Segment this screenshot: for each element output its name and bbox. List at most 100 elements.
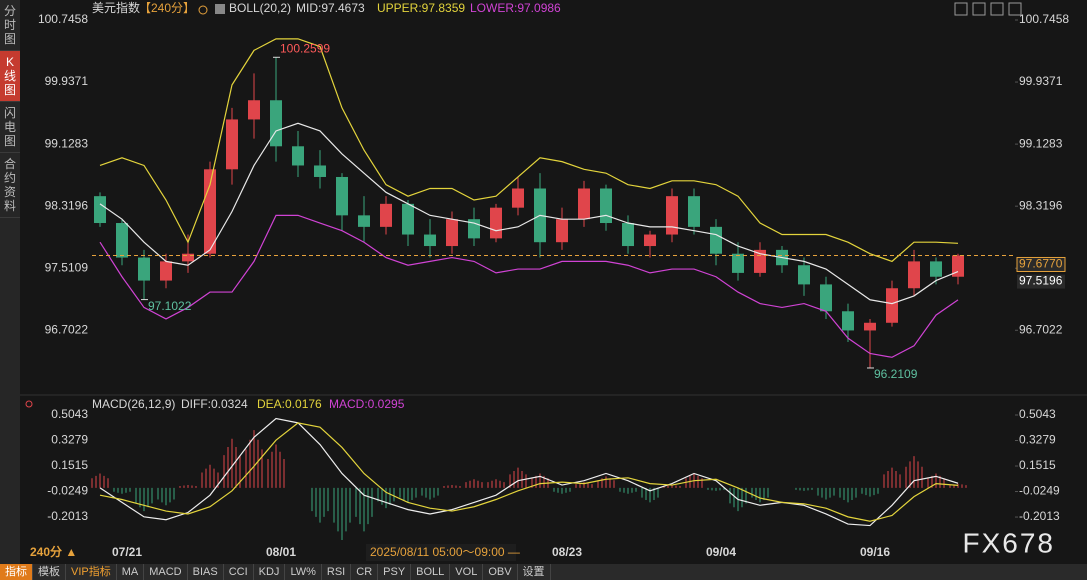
- candle-body: [446, 219, 458, 247]
- y-tick-label: 100.7458: [38, 12, 88, 26]
- toolbar-button[interactable]: OBV: [483, 564, 518, 580]
- x-tick-label: 09/16: [860, 545, 890, 559]
- y-tick-label-right: -0.0249: [1019, 484, 1060, 498]
- candle-body: [842, 311, 854, 331]
- sidebar-tab[interactable]: 闪电图: [0, 102, 20, 153]
- toolbar-button[interactable]: CCI: [224, 564, 254, 580]
- window-icons[interactable]: [954, 2, 1022, 16]
- y-tick-label-right: 99.1283: [1019, 136, 1063, 150]
- toolbar-button[interactable]: 模板: [33, 564, 66, 580]
- diff-line: [99, 417, 959, 527]
- toolbar-button[interactable]: CR: [351, 564, 379, 580]
- indicator-icon[interactable]: [215, 4, 225, 14]
- candle-body: [292, 146, 304, 166]
- toolbar-button[interactable]: MACD: [144, 564, 188, 580]
- candle-body: [358, 215, 370, 227]
- candle-body: [248, 100, 260, 120]
- boll-line: [99, 38, 959, 263]
- x-tick-label: 07/21: [112, 545, 142, 559]
- candle-body: [94, 196, 106, 224]
- toolbar-button[interactable]: BIAS: [188, 564, 224, 580]
- watermark: FX678: [963, 527, 1056, 558]
- sidebar-tab[interactable]: 分时图: [0, 0, 20, 51]
- toolbar-button[interactable]: MA: [117, 564, 145, 580]
- candle-body: [270, 100, 282, 147]
- toolbar-button[interactable]: PSY: [378, 564, 412, 580]
- chart: 美元指数 【240分】 BOLL(20,2) MID:97.4673 UPPER…: [20, 0, 1087, 561]
- y-tick-label: 99.9371: [45, 74, 89, 88]
- y-tick-label: -0.0249: [47, 484, 88, 498]
- period: 【240分】: [139, 1, 195, 15]
- extreme-label: 96.2109: [874, 367, 918, 381]
- candle-body: [600, 188, 612, 224]
- candle-body: [160, 261, 172, 281]
- candle-body: [820, 284, 832, 312]
- toolbar-button[interactable]: VIP指标: [66, 564, 117, 580]
- candle-body: [930, 261, 942, 277]
- dea-value: DEA:0.0176: [257, 397, 322, 411]
- y-tick-label: 96.7022: [45, 322, 89, 336]
- toolbar-button[interactable]: BOLL: [411, 564, 451, 580]
- candle-body: [798, 265, 810, 285]
- candle-body: [490, 207, 502, 239]
- sidebar-tab[interactable]: 合约资料: [0, 153, 20, 218]
- period-label[interactable]: 240分 ▲: [30, 544, 77, 559]
- lower-value: LOWER:97.0986: [470, 1, 561, 15]
- toolbar-button[interactable]: VOL: [450, 564, 484, 580]
- candle-body: [644, 234, 656, 247]
- macd-indicator: MACD(26,12,9): [92, 397, 175, 411]
- candle-body: [182, 253, 194, 262]
- candle-body: [204, 169, 216, 254]
- cursor-box: [366, 544, 516, 561]
- sidebar-tab[interactable]: K线图: [0, 51, 20, 102]
- symbol: 美元指数: [92, 0, 140, 15]
- price-label: 97.6770: [1019, 257, 1063, 271]
- candle-body: [578, 188, 590, 220]
- candle-body: [512, 188, 524, 208]
- toolbar-button[interactable]: 指标: [0, 564, 33, 580]
- zoom-icon[interactable]: [198, 5, 208, 15]
- candle-body: [666, 196, 678, 235]
- candle-body: [138, 257, 150, 281]
- y-tick-label-right: -0.2013: [1019, 509, 1060, 523]
- candle-body: [952, 255, 964, 277]
- toolbar-button[interactable]: KDJ: [254, 564, 286, 580]
- extreme-label: 97.1022: [148, 299, 192, 313]
- candle-body: [424, 234, 436, 247]
- cursor-time: 2025/08/11 05:00～09:00 —: [370, 545, 520, 559]
- candle-body: [314, 165, 326, 177]
- y-tick-label: 99.1283: [45, 136, 89, 150]
- candle-body: [226, 119, 238, 170]
- candle-body: [336, 176, 348, 216]
- price-box: [1016, 256, 1066, 272]
- y-tick-label-right: 0.3279: [1019, 433, 1056, 447]
- candle-body: [116, 223, 128, 258]
- candle-body: [886, 288, 898, 323]
- price-label: 97.5196: [1019, 274, 1063, 288]
- x-tick-label: 09/04: [706, 545, 736, 559]
- macd-icon[interactable]: [25, 400, 33, 408]
- sidebar: 分时图 K线图 闪电图 合约资料: [0, 0, 20, 564]
- y-tick-label: 0.3279: [51, 433, 88, 447]
- extreme-label: 100.2599: [280, 41, 330, 55]
- y-tick-label: 98.3196: [45, 198, 89, 212]
- y-tick-label: -0.2013: [47, 509, 88, 523]
- y-tick-label-right: 0.1515: [1019, 458, 1056, 472]
- candle-body: [710, 226, 722, 254]
- candle-body: [732, 253, 744, 273]
- candle-body: [402, 203, 414, 235]
- macd-value: MACD:0.0295: [329, 397, 405, 411]
- toolbar-button[interactable]: RSI: [322, 564, 352, 580]
- toolbar: 指标 模板 VIP指标 MA MACD BIAS CCI KDJ LW% RSI CR PSY BOLL…: [0, 564, 1087, 580]
- candle-body: [380, 203, 392, 227]
- toolbar-button[interactable]: LW%: [285, 564, 322, 580]
- candle-body: [556, 219, 568, 243]
- candle-body: [864, 322, 876, 331]
- toolbar-button[interactable]: 设置: [518, 564, 551, 580]
- y-tick-label-right: 100.7458: [1019, 12, 1069, 26]
- candle-body: [688, 196, 700, 227]
- candle-body: [908, 261, 920, 289]
- mid-value: MID:97.4673: [296, 1, 365, 15]
- x-tick-label: 08/23: [552, 545, 582, 559]
- y-tick-label-right: 96.7022: [1019, 322, 1063, 336]
